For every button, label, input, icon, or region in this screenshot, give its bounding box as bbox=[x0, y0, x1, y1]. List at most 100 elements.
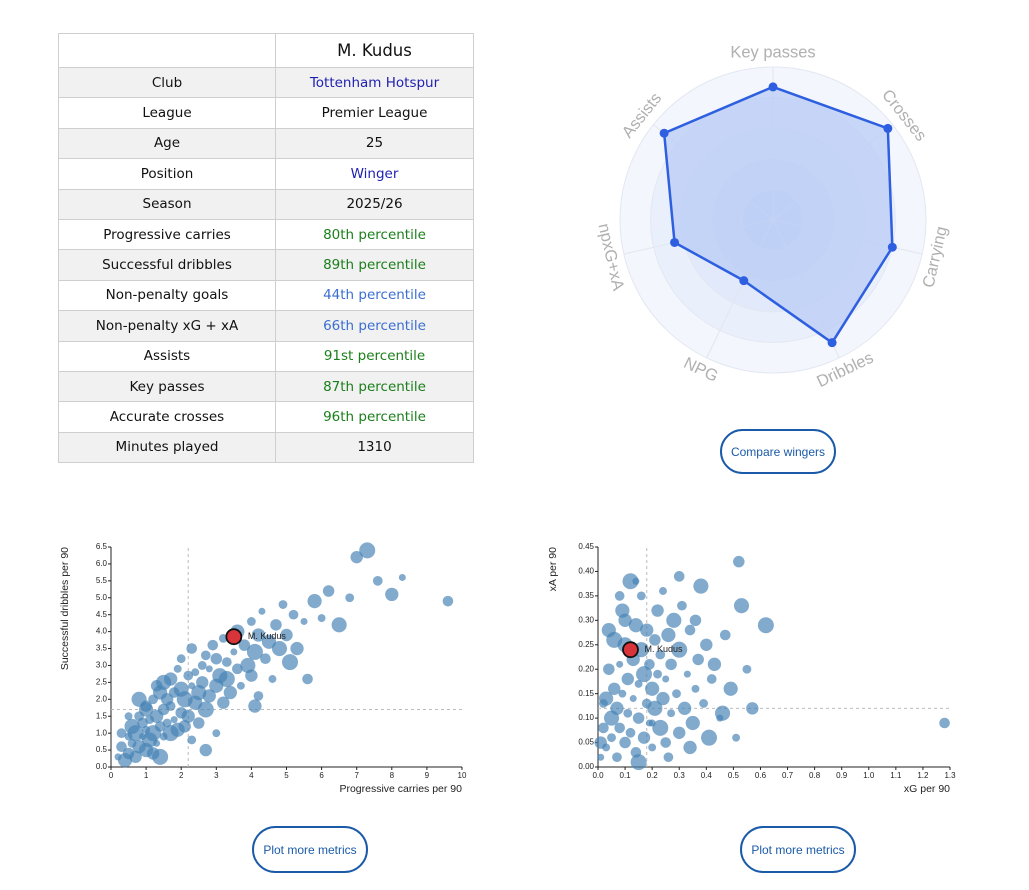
player-name: M. Kudus bbox=[275, 33, 474, 68]
scatter-point bbox=[622, 573, 639, 590]
scatter-point bbox=[162, 718, 172, 728]
scatter-point bbox=[205, 665, 213, 673]
radar-point bbox=[659, 128, 669, 138]
scatter-point bbox=[345, 593, 355, 603]
scatter-point bbox=[240, 657, 256, 674]
scatter-point bbox=[202, 689, 216, 703]
scatter-point bbox=[683, 670, 691, 678]
scatter-point bbox=[253, 691, 264, 701]
scatter-point bbox=[165, 701, 176, 711]
row-label: Minutes played bbox=[58, 431, 276, 464]
plot-more-metrics-button-left[interactable]: Plot more metrics bbox=[252, 826, 368, 873]
table-row: Assists 91st percentile bbox=[58, 340, 474, 372]
x-tick-label: 0.8 bbox=[809, 771, 821, 780]
scatter-point bbox=[221, 657, 232, 667]
row-value: 87th percentile bbox=[275, 370, 474, 403]
scatter-point bbox=[732, 733, 741, 742]
y-tick-label: 3.5 bbox=[96, 644, 108, 653]
y-tick-label: 4.5 bbox=[96, 610, 108, 619]
row-value: 96th percentile bbox=[275, 401, 474, 433]
radar-point bbox=[768, 82, 778, 92]
scatter-point bbox=[271, 640, 288, 657]
row-value: 80th percentile bbox=[275, 218, 474, 251]
scatter-point bbox=[278, 600, 288, 609]
scatter-point bbox=[693, 578, 709, 594]
scatter-point bbox=[746, 702, 759, 715]
scatter-point bbox=[618, 613, 632, 627]
scatter-point bbox=[116, 741, 127, 752]
x-tick-label: 0.1 bbox=[620, 771, 632, 780]
scatter-point bbox=[666, 612, 682, 628]
compare-wingers-button[interactable]: Compare wingers bbox=[720, 429, 836, 474]
row-label: Age bbox=[58, 127, 276, 160]
scatter-point bbox=[673, 571, 685, 582]
radar-point bbox=[670, 237, 680, 247]
radar-point bbox=[887, 242, 897, 252]
scatter-point bbox=[632, 712, 645, 724]
x-tick-label: 7 bbox=[354, 771, 359, 780]
x-tick-label: 1.1 bbox=[890, 771, 902, 780]
scatter-point bbox=[223, 685, 237, 700]
scatter-point bbox=[629, 695, 637, 703]
y-tick-label: 1.0 bbox=[96, 728, 108, 737]
x-tick-label: 1.3 bbox=[944, 771, 956, 780]
row-label: Non-penalty goals bbox=[58, 279, 276, 312]
scatter-point bbox=[385, 587, 399, 602]
scatter-point bbox=[260, 653, 271, 664]
scatter-point bbox=[280, 628, 293, 642]
scatter-point bbox=[659, 587, 667, 595]
row-value: 91st percentile bbox=[275, 340, 474, 372]
table-row: Non-penalty xG + xA 66th percentile bbox=[58, 310, 474, 342]
scatter-point bbox=[715, 705, 731, 721]
scatter-point bbox=[614, 722, 625, 734]
scatter-point bbox=[282, 654, 299, 671]
scatter-point bbox=[742, 664, 752, 674]
scatter-chart-carries-dribbles: 0 1 2 3 4 5 6 7 8 9 10 0.0 0.5 1.0 1.5 2.0 2.5 3.0 3.5 4.0 4… bbox=[59, 542, 467, 795]
scatter-point bbox=[268, 675, 277, 683]
scatter-point bbox=[302, 673, 313, 685]
scatter-point bbox=[210, 652, 223, 665]
scatter-point bbox=[636, 591, 646, 601]
scatter-point bbox=[637, 731, 651, 744]
scatter-point bbox=[238, 639, 251, 651]
radar-chart: Key passesCrossesCarryingDribblesNPGnpxG… bbox=[594, 43, 950, 391]
scatter-point bbox=[594, 736, 607, 749]
scatter-point bbox=[131, 691, 147, 707]
scatter-point bbox=[684, 624, 696, 636]
scatter-point bbox=[651, 604, 664, 617]
x-tick-label: 1.0 bbox=[863, 771, 875, 780]
scatter-point bbox=[673, 726, 686, 739]
y-tick-label: 0.15 bbox=[578, 689, 594, 698]
scatter-point bbox=[630, 754, 647, 771]
scatter-point bbox=[597, 753, 605, 761]
x-tick-label: 9 bbox=[425, 771, 430, 780]
scatter-point bbox=[183, 670, 194, 681]
y-tick-label: 0.0 bbox=[96, 762, 108, 771]
plot-more-metrics-button-right[interactable]: Plot more metrics bbox=[740, 826, 856, 873]
scatter-point bbox=[645, 681, 660, 696]
scatter-point bbox=[677, 600, 687, 611]
scatter-point bbox=[245, 669, 258, 682]
scatter-point bbox=[939, 717, 950, 729]
scatter-point bbox=[164, 672, 178, 686]
scatter-point bbox=[692, 653, 704, 666]
scatter-point bbox=[672, 689, 681, 699]
scatter-point bbox=[124, 712, 133, 721]
row-value: 66th percentile bbox=[275, 310, 474, 342]
scatter-point bbox=[733, 555, 745, 568]
row-value: Tottenham Hotspur bbox=[275, 66, 474, 99]
scatter-point bbox=[230, 648, 238, 656]
radar-point bbox=[827, 338, 837, 348]
scatter-point bbox=[197, 661, 207, 670]
scatter-point bbox=[660, 737, 671, 748]
scatter-point bbox=[207, 639, 219, 651]
y-axis-title: xA per 90 bbox=[547, 547, 559, 592]
scatter-point bbox=[212, 729, 221, 738]
x-tick-label: 8 bbox=[390, 771, 395, 780]
scatter-point bbox=[322, 585, 335, 597]
y-tick-label: 0.20 bbox=[578, 664, 594, 673]
row-value: 89th percentile bbox=[275, 249, 474, 281]
x-tick-label: 0.2 bbox=[647, 771, 659, 780]
scatter-point bbox=[653, 669, 662, 679]
scatter-point bbox=[331, 617, 347, 633]
